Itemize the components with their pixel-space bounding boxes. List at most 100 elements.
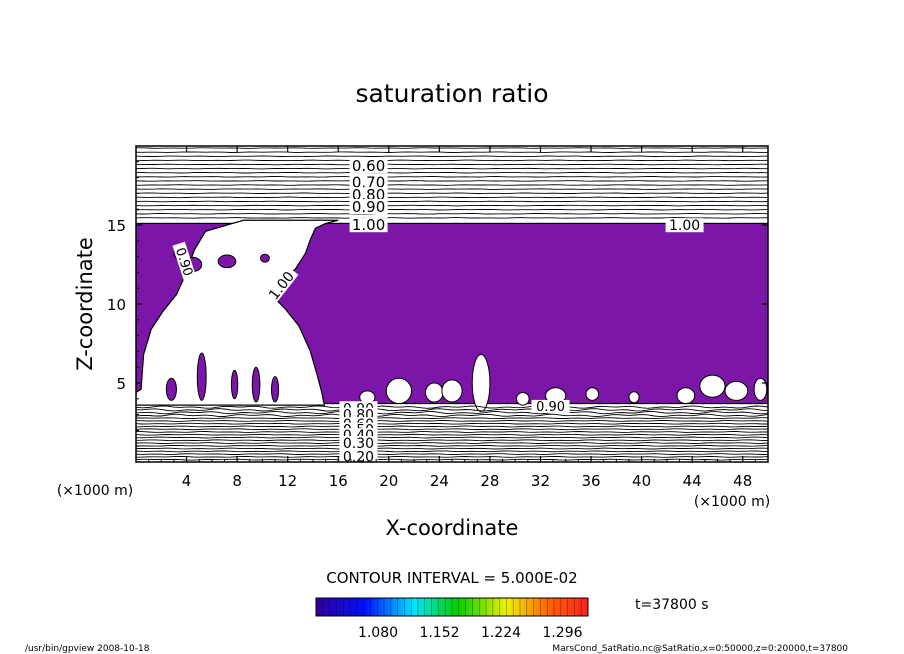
plot-area	[136, 147, 768, 461]
z-tick-label: 5	[116, 375, 126, 393]
contour-label-bg	[349, 199, 388, 215]
z-unit-label: (×1000 m)	[57, 483, 133, 499]
contour-label-bg	[349, 187, 388, 203]
contour-label-bg	[172, 241, 197, 282]
unsaturated-pocket	[441, 379, 463, 403]
x-tick-label: 44	[683, 472, 702, 490]
contour-line	[136, 408, 768, 412]
contour-line	[136, 405, 768, 409]
contour-line	[136, 196, 768, 199]
unsaturated-pocket	[628, 391, 640, 404]
z-tick-label: 15	[107, 217, 126, 235]
x-tick-label: 36	[581, 472, 600, 490]
contour-line	[136, 200, 768, 203]
contour-line	[136, 447, 768, 450]
contour-label-bg	[531, 399, 570, 413]
contour-label: 0.90	[536, 400, 565, 415]
contour-line	[136, 433, 768, 436]
contour-label: 0.90	[352, 198, 385, 216]
footer-right: MarsCond_SatRatio.nc@SatRatio,x=0:50000,…	[552, 644, 848, 654]
unsaturated-pocket	[699, 374, 726, 398]
contour-label-bg	[665, 218, 704, 233]
contour-line	[136, 208, 768, 211]
contour-line	[136, 163, 768, 166]
x-axis-label: X-coordinate	[386, 516, 519, 540]
colorbar-tick-label: 1.152	[419, 625, 459, 641]
contour-line	[136, 417, 768, 420]
contour-line	[136, 204, 768, 207]
contour-labels: 0.600.700.800.901.000.900.800.600.500.40…	[172, 157, 704, 465]
colorbar-tick-labels: 1.080 1.152 1.224 1.296	[358, 625, 583, 641]
x-tick-label: 12	[278, 472, 297, 490]
z-tick-label: 10	[107, 296, 126, 314]
supersaturated-patch	[196, 352, 207, 401]
unsaturated-pocket	[724, 380, 749, 401]
time-label: t=37800 s	[635, 597, 709, 613]
contour-label: 0.60	[352, 157, 385, 175]
contour-line	[136, 171, 768, 174]
contour-line	[136, 436, 768, 439]
contour-line	[136, 184, 768, 186]
contour-line	[136, 176, 768, 178]
unsaturated-pocket	[515, 391, 530, 406]
colorbar-tick-label: 1.296	[542, 625, 582, 641]
contour-line	[136, 167, 768, 170]
chart-title: saturation ratio	[355, 79, 548, 108]
contour-line	[136, 159, 768, 162]
unsaturated-pocket	[676, 387, 696, 405]
supersaturated-patch	[165, 377, 177, 401]
contour-line	[136, 444, 768, 447]
contour-label-bg	[349, 174, 388, 190]
colorbar-tick-label: 1.224	[481, 625, 521, 641]
x-tick-label: 32	[531, 472, 550, 490]
unsaturated-pocket	[585, 387, 600, 401]
contour-line	[136, 425, 768, 428]
contour-line	[136, 192, 768, 195]
contour-line	[136, 422, 768, 425]
contour-line	[136, 420, 768, 422]
contour-line	[136, 428, 768, 431]
y-axis-label: Z-coordinate	[73, 237, 97, 371]
x-tick-label: 24	[430, 472, 449, 490]
x-tick-label: 16	[329, 472, 348, 490]
supersaturated-patch	[251, 366, 261, 403]
contour-label-bg	[349, 217, 388, 233]
unsaturated-pocket	[385, 377, 413, 405]
contour-label-bg	[339, 436, 378, 451]
supersaturated-patch	[230, 369, 239, 400]
contour-interval-text: CONTOUR INTERVAL = 5.000E-02	[326, 569, 577, 587]
x-tick-label: 8	[232, 472, 242, 490]
x-tick-label: 4	[182, 472, 192, 490]
contour-line	[136, 413, 768, 418]
z-axis-ticks: 5 10 15	[107, 161, 768, 447]
contour-label-bg	[263, 266, 299, 305]
contour-label: 1.00	[669, 218, 700, 234]
contour-line	[136, 455, 768, 458]
contour-line	[136, 410, 768, 415]
contour-line	[136, 217, 768, 219]
supersaturated-patch	[217, 254, 237, 269]
x-tick-label: 28	[480, 472, 499, 490]
contour-label-bg	[349, 157, 388, 173]
contour-line	[136, 151, 768, 153]
footer-left: /usr/bin/gpview 2008-10-18	[25, 644, 150, 654]
contour-label: 0.70	[352, 174, 385, 192]
x-tick-label: 20	[379, 472, 398, 490]
colorbar-tick-label: 1.080	[358, 625, 398, 641]
x-tick-label: 48	[733, 472, 752, 490]
contour-line	[136, 155, 768, 158]
contour-label-bg	[339, 449, 378, 464]
contour-label: 1.00	[352, 216, 385, 234]
supersaturated-patch	[271, 376, 280, 403]
contour-line	[136, 431, 768, 433]
colorbar-dividers	[322, 598, 582, 616]
contour-line	[136, 439, 768, 442]
unsaturated-pocket	[753, 377, 768, 401]
contour-line	[136, 147, 768, 149]
contour-label: 0.30	[343, 436, 374, 452]
x-tick-label: 40	[632, 472, 651, 490]
contour-line	[136, 453, 768, 456]
contour-line	[136, 180, 768, 182]
x-unit-label: (×1000 m)	[694, 494, 770, 510]
